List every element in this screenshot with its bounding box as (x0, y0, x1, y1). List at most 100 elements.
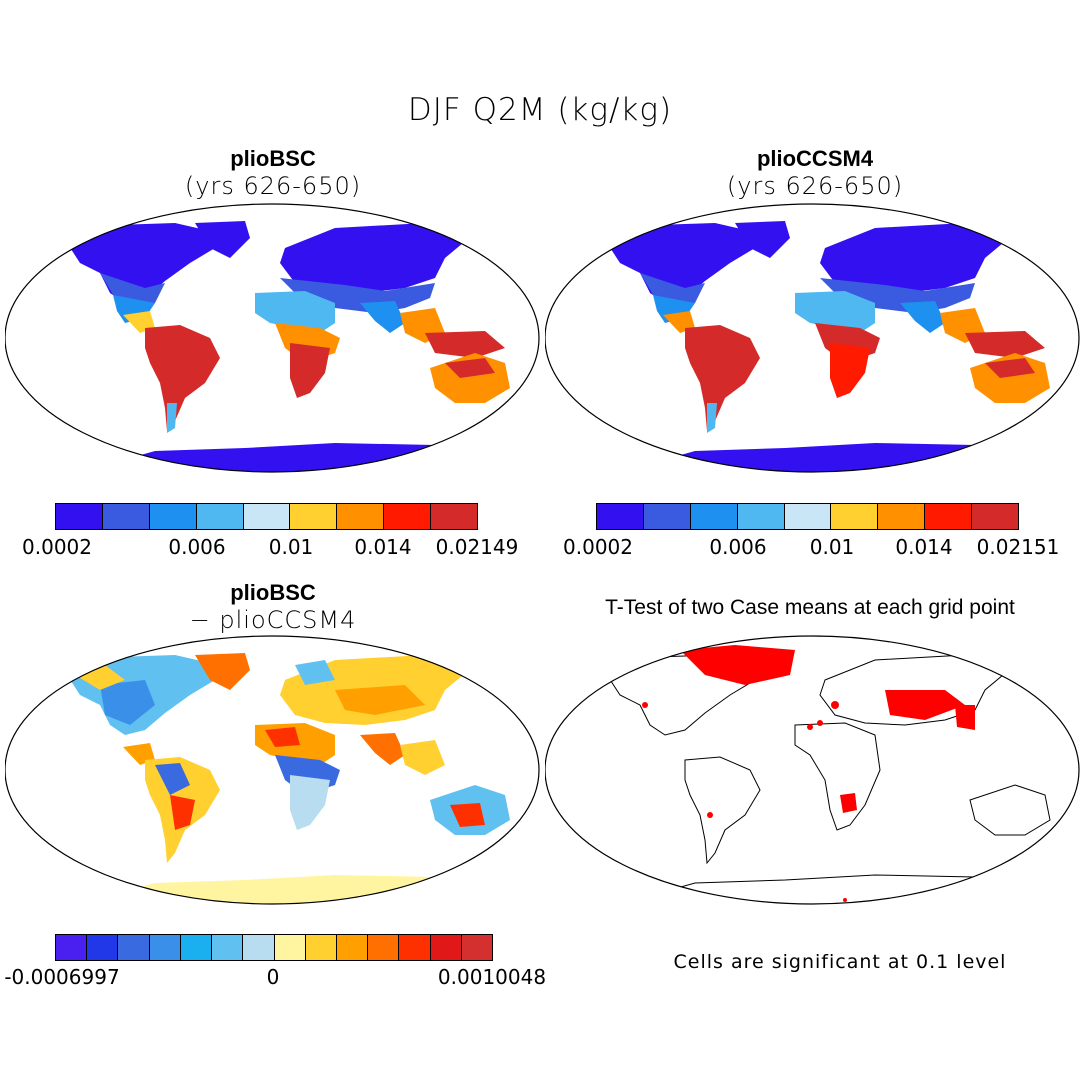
colorbar-swatch (431, 504, 478, 529)
cbar-tr-label: 0.02151 (976, 535, 1060, 559)
panel-subtitle-top-right: (yrs 626-650) (726, 172, 904, 200)
colorbar-swatch (290, 504, 338, 529)
na-north (607, 223, 755, 303)
colorbar-swatch (336, 935, 369, 960)
south-america (685, 325, 760, 431)
colorbar-swatch (461, 935, 493, 960)
cbar-tr-label: 0.014 (895, 535, 953, 559)
eurasia-north (280, 223, 475, 293)
colorbar-swatch (643, 504, 691, 529)
colorbar-swatch (784, 504, 832, 529)
sig-dot (642, 702, 648, 708)
africa-outline (794, 722, 881, 831)
africa-north (255, 291, 335, 333)
sig-dot (807, 724, 813, 730)
globe-outline (545, 635, 1080, 905)
australia-north (985, 358, 1035, 378)
colorbar-swatch (87, 935, 119, 960)
colorbar-swatch (737, 504, 785, 529)
map-bottom-left (5, 635, 540, 905)
cbar-tl-label: 0.0002 (22, 535, 92, 559)
globe-outline (5, 635, 540, 905)
colorbar-swatch (102, 504, 150, 529)
india (360, 301, 405, 333)
cbar-tl-label: 0.01 (268, 535, 314, 559)
sig-dot (843, 898, 847, 902)
panel-title-top-left: plioBSC (230, 146, 316, 171)
asia-warm (335, 685, 425, 715)
india (360, 733, 405, 765)
sig-greenland (680, 645, 795, 685)
cbar-bl-label: 0.0010048 (437, 965, 547, 989)
africa-south (830, 343, 870, 398)
map-top-right (545, 203, 1080, 473)
colorbar-swatch (243, 504, 291, 529)
colorbar-swatch (399, 935, 431, 960)
cbar-tr-label: 0.006 (709, 535, 767, 559)
greenland (195, 653, 250, 690)
greenland (195, 221, 250, 258)
sa-cool-patch (155, 763, 190, 795)
globe-outline (5, 203, 540, 473)
australia-patch (450, 803, 485, 827)
panel-title-bottom-left: plioBSC (230, 580, 316, 605)
cbar-tr-label: 0.01 (809, 535, 855, 559)
sig-asia (885, 690, 965, 720)
cbar-tl-label: 0.014 (354, 535, 412, 559)
colorbar-top-right (596, 503, 1019, 530)
colorbar-swatch (878, 504, 926, 529)
south-america (145, 325, 220, 431)
scandinavia (295, 660, 335, 685)
sa-tip (707, 403, 717, 433)
sig-dot (817, 720, 823, 726)
map-top-left (5, 203, 540, 473)
map-bottom-right (545, 635, 1080, 905)
sig-dot (933, 893, 937, 897)
sig-dot (707, 812, 713, 818)
na-cool-patch (100, 680, 155, 725)
sa-outline (684, 756, 761, 865)
globe-outline (545, 203, 1080, 473)
cbar-bl-label: -0.0006997 (4, 965, 120, 989)
panel-title-bottom-right: T-Test of two Case means at each grid po… (605, 596, 1015, 619)
colorbar-swatch (180, 935, 213, 960)
cbar-tl-label: 0.006 (168, 535, 226, 559)
cbar-tr-label: 0.0002 (563, 535, 633, 559)
indonesia (965, 331, 1045, 358)
panel-subtitle-bottom-left: − plioCCSM4 (189, 606, 357, 634)
colorbar-swatch (196, 504, 244, 529)
colorbar-swatch (972, 504, 1019, 529)
africa-south (290, 343, 330, 398)
na-mid (640, 273, 705, 308)
eurasia-north (820, 223, 1015, 293)
sa-warm-patch (170, 795, 195, 830)
sig-dot (831, 701, 839, 709)
sahara-patch (265, 727, 300, 747)
australia-north (445, 358, 495, 378)
colorbar-bottom-left (55, 934, 493, 961)
sig-china (955, 705, 975, 730)
figure-title: DJF Q2M (kg/kg) (407, 92, 673, 128)
india (900, 301, 945, 333)
colorbar-swatch (430, 935, 462, 960)
colorbar-swatch (690, 504, 738, 529)
cbar-bl-label: 0 (266, 965, 280, 989)
colorbar-swatch (149, 504, 197, 529)
colorbar-swatch (212, 935, 244, 960)
colorbar-swatch (305, 935, 337, 960)
colorbar-swatch (149, 935, 181, 960)
sig-africa (840, 793, 857, 813)
colorbar-swatch (118, 935, 150, 960)
colorbar-swatch (274, 935, 306, 960)
colorbar-swatch (337, 504, 385, 529)
central-america (123, 311, 155, 333)
na-north (67, 223, 215, 303)
colorbar-swatch (597, 504, 644, 529)
sa-tip (167, 403, 177, 433)
na-mid (100, 273, 165, 308)
colorbar-swatch (925, 504, 973, 529)
indonesia (425, 331, 505, 358)
panel-subtitle-top-left: (yrs 626-650) (184, 172, 362, 200)
central-america (123, 743, 155, 765)
colorbar-swatch (384, 504, 432, 529)
